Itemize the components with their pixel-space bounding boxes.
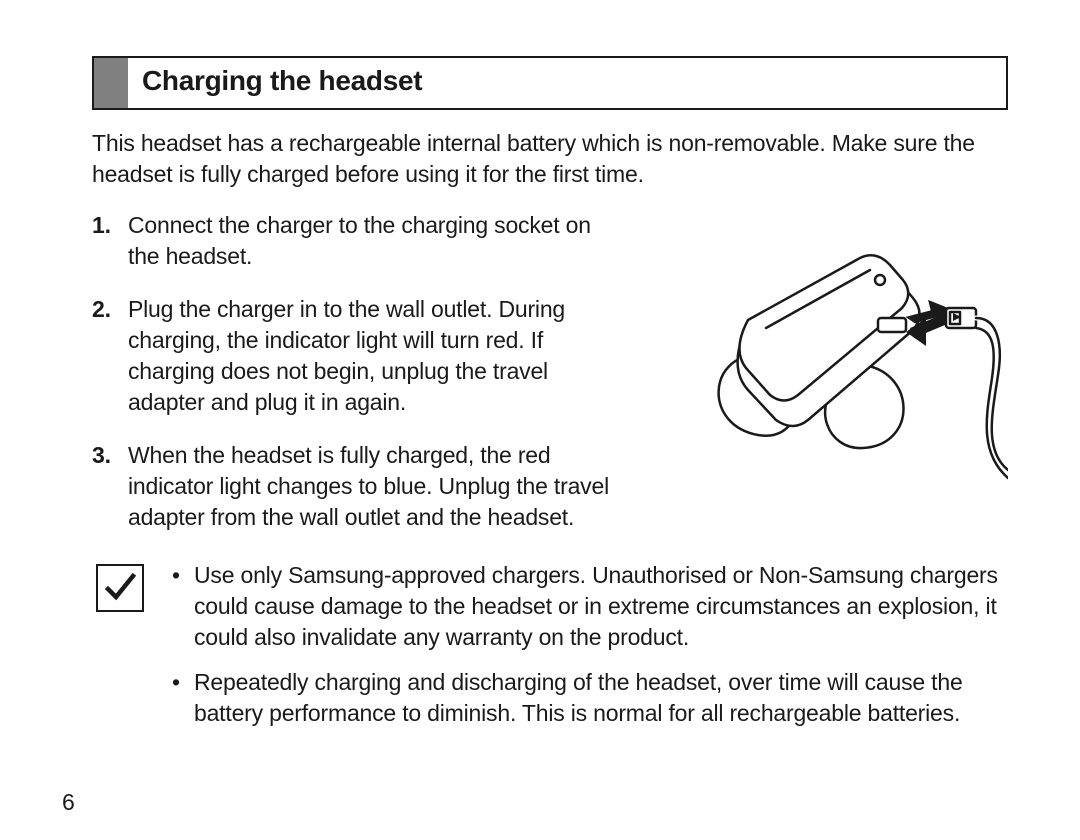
step-item: Plug the charger in to the wall outlet. …: [92, 294, 622, 418]
page-number: 6: [62, 789, 75, 816]
step-item: Connect the charger to the charging sock…: [92, 210, 622, 272]
note-bullet: Use only Samsung-approved chargers. Unau…: [172, 560, 1008, 653]
intro-paragraph: This headset has a rechargeable internal…: [92, 128, 1008, 190]
note-bullets: Use only Samsung-approved chargers. Unau…: [172, 560, 1008, 743]
heading-tab: [94, 58, 128, 108]
note-bullet: Repeatedly charging and discharging of t…: [172, 667, 1008, 729]
manual-page: Charging the headset This headset has a …: [0, 0, 1080, 840]
note-row: Use only Samsung-approved chargers. Unau…: [92, 560, 1008, 743]
step-item: When the headset is fully charged, the r…: [92, 440, 622, 533]
checkmark-box-icon: [96, 564, 144, 612]
section-title: Charging the headset: [128, 58, 436, 108]
section-heading-box: Charging the headset: [92, 56, 1008, 110]
headset-illustration: [648, 200, 1008, 500]
steps-list: Connect the charger to the charging sock…: [92, 210, 622, 555]
steps-area: Connect the charger to the charging sock…: [92, 210, 1008, 555]
